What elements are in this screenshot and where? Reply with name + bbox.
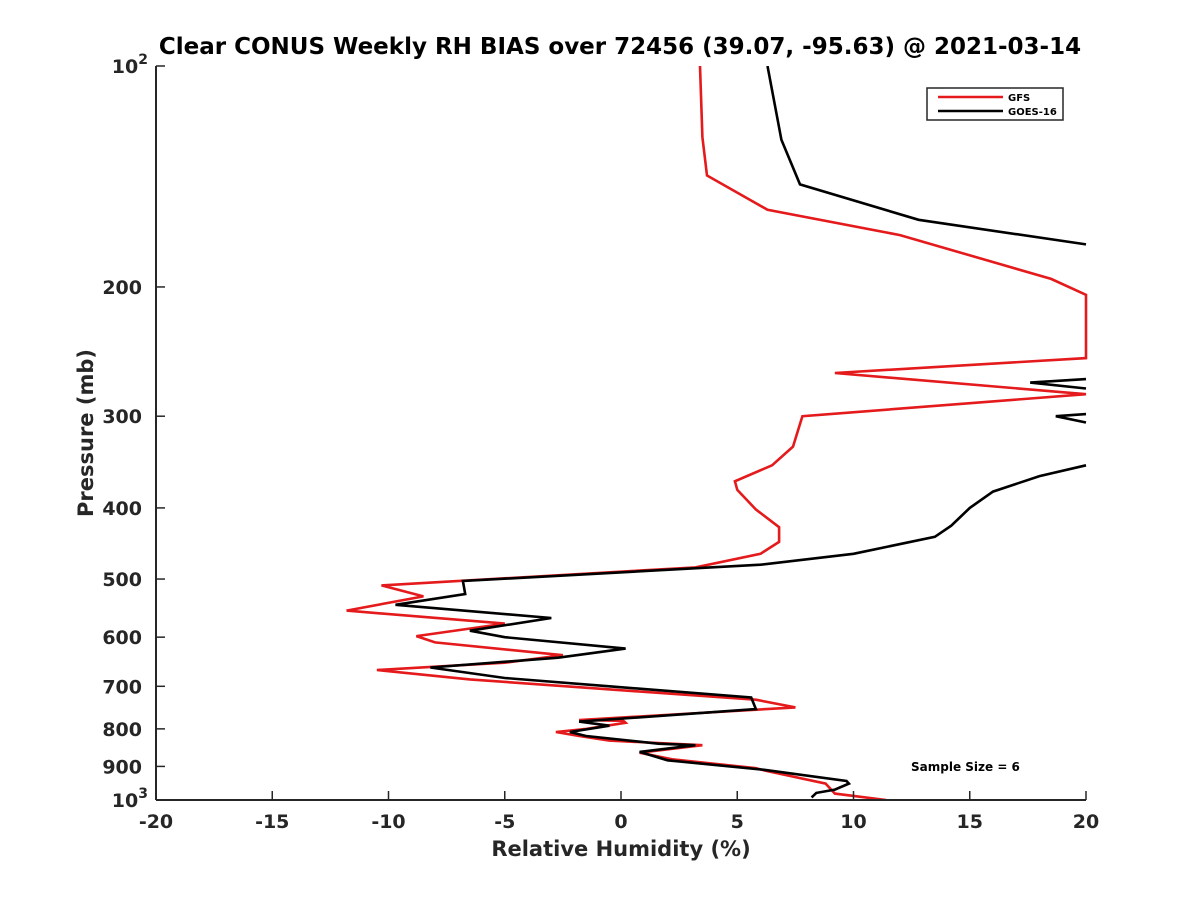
y-axis-label: Pressure (mb) — [74, 349, 98, 517]
legend-label-goes16: GOES-16 — [1008, 107, 1057, 118]
series-line-goes16-2 — [1030, 377, 1087, 390]
x-tick-label: 10 — [840, 811, 866, 833]
x-tick-label: -10 — [371, 811, 405, 833]
x-axis-label: Relative Humidity (%) — [491, 837, 750, 861]
sample-size-annotation: Sample Size = 6 — [911, 760, 1020, 774]
y-tick-label: 500 — [102, 569, 142, 591]
y-axis-ticks: 102 200 300 400 500 600 700 800 900 103 — [102, 52, 165, 812]
y-tick-label: 103 — [112, 786, 148, 812]
x-tick-label: -5 — [494, 811, 515, 833]
plot-area — [346, 66, 1088, 800]
y-tick-label: 102 — [112, 52, 148, 78]
x-tick-label: 5 — [731, 811, 744, 833]
chart-title: Clear CONUS Weekly RH BIAS over 72456 (3… — [159, 34, 1081, 60]
series-line-gfs-0 — [346, 66, 1088, 800]
y-tick-label: 300 — [102, 406, 142, 428]
y-tick-label: 900 — [102, 756, 142, 778]
x-tick-label: 0 — [614, 811, 627, 833]
x-axis-ticks: -20 -15 -10 -5 0 5 10 15 20 — [139, 791, 1099, 833]
legend: GFS GOES-16 — [926, 87, 1064, 121]
series-line-goes16-4 — [766, 66, 1087, 246]
y-tick-label: 200 — [102, 277, 142, 299]
y-tick-label: 600 — [102, 627, 142, 649]
series-line-goes16-1 — [395, 464, 1087, 799]
legend-label-gfs: GFS — [1008, 93, 1030, 104]
legend-box — [926, 87, 1064, 121]
series-line-goes16-3 — [1055, 412, 1087, 424]
x-tick-label: 15 — [957, 811, 983, 833]
x-tick-label: 20 — [1073, 811, 1099, 833]
y-tick-label: 800 — [102, 719, 142, 741]
x-tick-label: -15 — [255, 811, 289, 833]
y-tick-label: 700 — [102, 676, 142, 698]
y-tick-label: 400 — [102, 498, 142, 520]
x-tick-label: -20 — [139, 811, 173, 833]
